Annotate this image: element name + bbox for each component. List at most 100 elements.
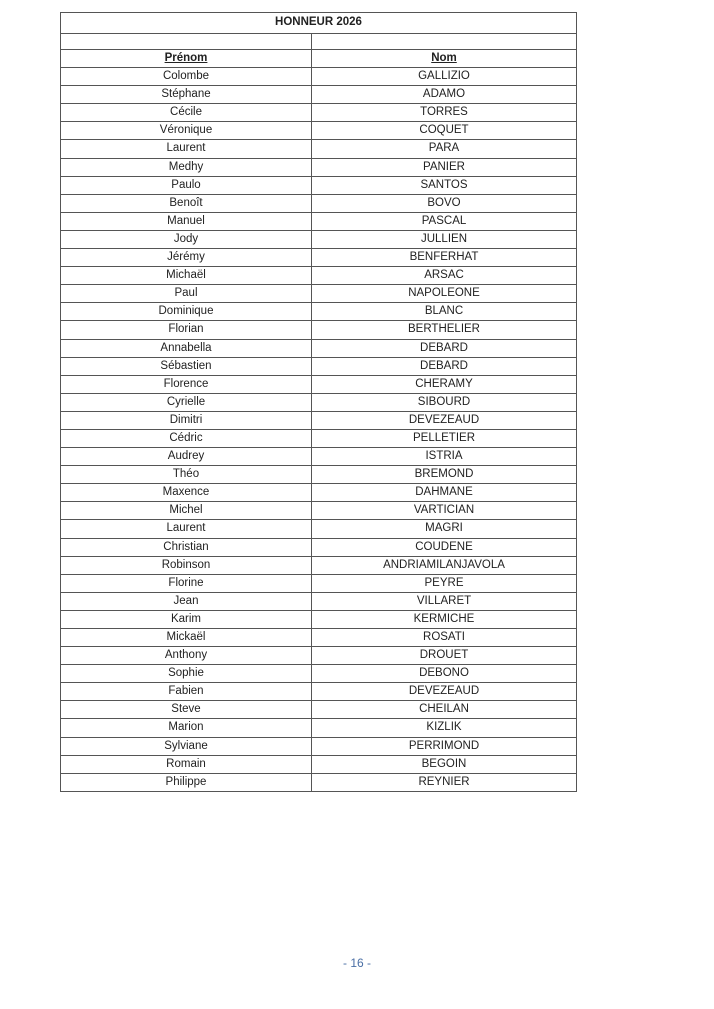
prenom-cell: Florine <box>61 574 312 592</box>
prenom-cell: Robinson <box>61 556 312 574</box>
prenom-cell: Florence <box>61 375 312 393</box>
prenom-cell: Florian <box>61 321 312 339</box>
nom-cell: GALLIZIO <box>418 70 470 83</box>
nom-cell: ISTRIA <box>425 450 463 463</box>
table-row: Cécile TORRES <box>61 103 576 122</box>
nom-cell: CHEILAN <box>419 703 469 716</box>
table-row: Jérémy BENFERHAT <box>61 248 576 267</box>
prenom-cell: Annabella <box>61 339 312 357</box>
nom-cell: BENFERHAT <box>409 251 479 264</box>
nom-cell: DEBARD <box>420 341 468 354</box>
nom-cell: SANTOS <box>420 178 468 191</box>
nom-cell: PELLETIER <box>413 431 475 444</box>
table-row: Laurent MAGRI <box>61 519 576 538</box>
nom-cell: KIZLIK <box>426 721 462 734</box>
prenom-cell: Laurent <box>61 520 312 538</box>
table-row: Medhy PANIER <box>61 157 576 176</box>
prenom-cell: Benoît <box>61 194 312 212</box>
prenom-cell: Steve <box>61 701 312 719</box>
empty-row <box>61 33 576 49</box>
nom-cell: DEBARD <box>420 359 468 372</box>
prenom-cell: Sophie <box>61 665 312 683</box>
table-row: Laurent PARA <box>61 139 576 158</box>
table-row: Audrey ISTRIA <box>61 447 576 466</box>
nom-cell: REYNIER <box>418 775 470 788</box>
prenom-cell: Dimitri <box>61 411 312 429</box>
nom-cell: NAPOLEONE <box>408 287 480 300</box>
table-title: HONNEUR 2026 <box>61 13 576 33</box>
nom-cell: VARTICIAN <box>413 504 475 517</box>
prenom-cell: Sébastien <box>61 357 312 375</box>
table-title-text: HONNEUR 2026 <box>275 16 362 28</box>
nom-cell: DROUET <box>419 649 469 662</box>
table-row: Fabien DEVEZEAUD <box>61 682 576 701</box>
prenom-cell: Théo <box>61 466 312 484</box>
prenom-cell: Laurent <box>61 140 312 158</box>
prenom-cell: Véronique <box>61 122 312 140</box>
table-row: Annabella DEBARD <box>61 338 576 357</box>
prenom-cell: Jody <box>61 230 312 249</box>
table-row: Dimitri DEVEZEAUD <box>61 410 576 429</box>
table-row: Stéphane ADAMO <box>61 85 576 104</box>
table-row: Paul NAPOLEONE <box>61 284 576 303</box>
nom-cell: BERTHELIER <box>407 323 480 336</box>
nom-cell: ARSAC <box>424 269 464 282</box>
prenom-cell: Romain <box>61 755 312 773</box>
prenom-cell: Fabien <box>61 683 312 701</box>
prenom-cell: Michaël <box>61 267 312 285</box>
prenom-cell: Mickaël <box>61 629 312 647</box>
nom-cell: KERMICHE <box>413 612 475 625</box>
prenom-cell: Christian <box>61 538 312 556</box>
nom-cell: VILLARET <box>416 594 472 607</box>
table-row: Michaël ARSAC <box>61 266 576 285</box>
nom-cell: BLANC <box>424 305 464 318</box>
nom-cell: PASCAL <box>421 214 467 227</box>
table-row: Dominique BLANC <box>61 302 576 321</box>
table-row: Colombe GALLIZIO <box>61 67 576 86</box>
table-row: Christian COUDENE <box>61 537 576 556</box>
table-row: Cyrielle SIBOURD <box>61 392 576 411</box>
nom-cell: DEVEZEAUD <box>408 685 480 698</box>
nom-cell: CHERAMY <box>415 377 473 390</box>
nom-cell: ROSATI <box>423 631 465 643</box>
table-row: Paulo SANTOS <box>61 175 576 194</box>
table-row: Théo BREMOND <box>61 465 576 484</box>
nom-cell: DAHMANE <box>415 486 473 499</box>
prenom-cell: Cécile <box>61 104 312 122</box>
nom-cell: JULLIEN <box>420 232 468 245</box>
table-row: Benoît BOVO <box>61 193 576 212</box>
table-row: Marion KIZLIK <box>61 718 576 737</box>
table-row: Karim KERMICHE <box>61 609 576 628</box>
prenom-cell: Karim <box>61 610 312 628</box>
header-row: Prénom Nom <box>61 49 576 68</box>
prenom-cell: Cyrielle <box>61 393 312 411</box>
header-prenom: Prénom <box>61 50 312 68</box>
table-row: Cédric PELLETIER <box>61 428 576 448</box>
prenom-cell: Anthony <box>61 647 312 665</box>
table-row: Romain BEGOIN <box>61 754 576 773</box>
prenom-cell: Maxence <box>61 484 312 502</box>
nom-cell: DEBONO <box>419 667 469 680</box>
table-row: Michel VARTICIAN <box>61 501 576 520</box>
table-row: Véronique COQUET <box>61 121 576 140</box>
nom-cell: COUDENE <box>415 540 473 553</box>
table-row: Mickaël ROSATI <box>61 628 576 647</box>
table-row: Florine PEYRE <box>61 573 576 592</box>
nom-cell: PANIER <box>423 160 465 173</box>
nom-cell: PEYRE <box>424 576 464 589</box>
prenom-cell: Jean <box>61 592 312 610</box>
prenom-cell: Colombe <box>61 68 312 86</box>
nom-cell: BEGOIN <box>421 757 467 770</box>
table-row: Steve CHEILAN <box>61 700 576 719</box>
nom-cell: BREMOND <box>414 468 474 481</box>
header-nom: Nom <box>431 52 457 64</box>
table-row: Philippe REYNIER <box>61 772 576 791</box>
page-number: - 16 - <box>342 956 371 970</box>
nom-cell: DEVEZEAUD <box>408 413 480 426</box>
table-row: Sylviane PERRIMOND <box>61 736 576 755</box>
table-row: Manuel PASCAL <box>61 211 576 230</box>
nom-cell: SIBOURD <box>417 395 471 408</box>
prenom-cell: Marion <box>61 719 312 737</box>
prenom-cell: Jérémy <box>61 249 312 267</box>
nom-cell: PARA <box>428 142 460 155</box>
